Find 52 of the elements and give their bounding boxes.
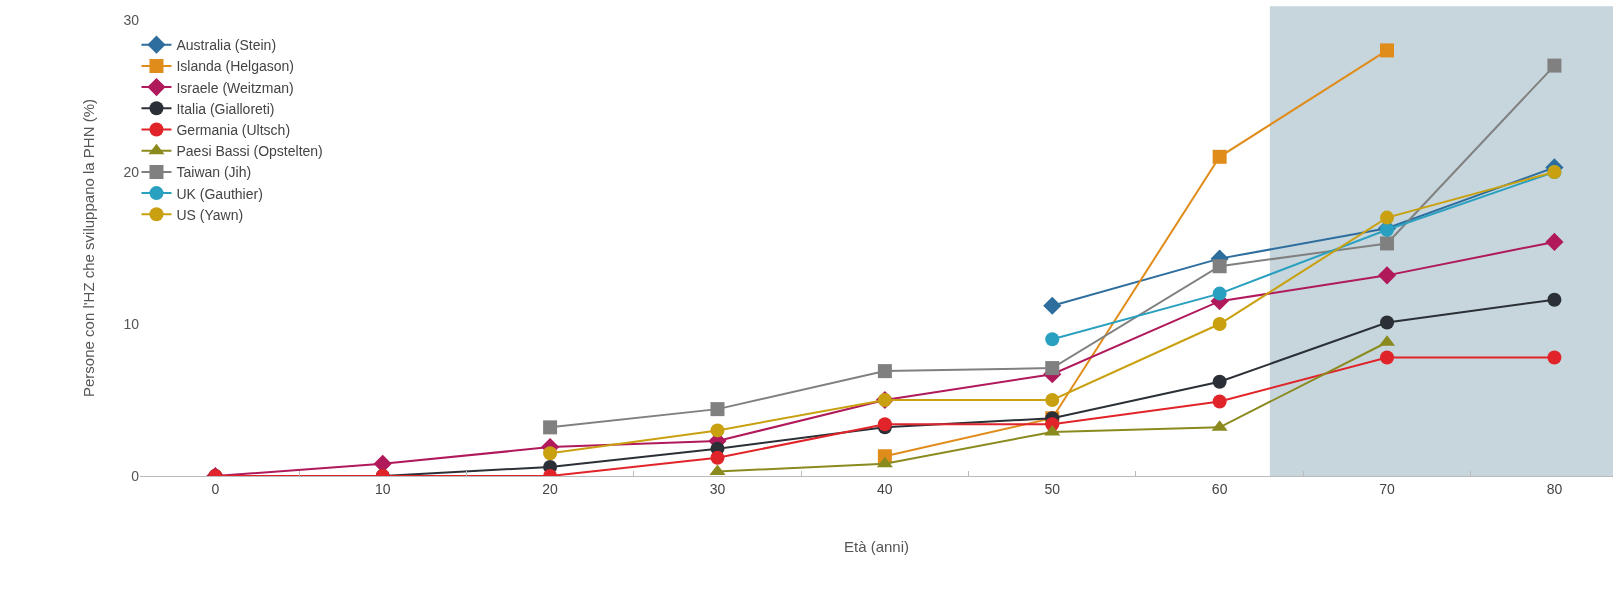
legend-label: Australia (Stein) — [176, 37, 277, 54]
point — [1380, 43, 1395, 58]
point — [1045, 393, 1060, 407]
point — [1380, 210, 1395, 225]
y-tick-label: 20 — [123, 163, 140, 180]
x-tick-label: 30 — [709, 480, 726, 497]
x-tick-label: 70 — [1379, 480, 1396, 497]
point — [710, 402, 725, 417]
x-tick-label: 0 — [211, 480, 220, 497]
point — [710, 450, 725, 465]
point — [1212, 286, 1227, 301]
x-tick-label: 60 — [1211, 480, 1228, 497]
point — [1045, 361, 1060, 376]
y-axis-title: Persone con l'HZ che sviluppano la PHN (%) — [79, 99, 97, 397]
legend-label: Germania (Ultsch) — [176, 121, 291, 138]
legend-label: Israele (Weitzman) — [176, 79, 294, 96]
point — [710, 423, 725, 438]
point — [876, 456, 893, 468]
point — [1043, 296, 1062, 315]
legend-label: Paesi Bassi (Opstelten) — [176, 143, 323, 160]
point — [1547, 58, 1562, 73]
point — [877, 364, 892, 379]
legend-label: UK (Gauthier) — [176, 185, 263, 202]
point — [1380, 315, 1395, 330]
point — [543, 420, 558, 435]
point — [1212, 374, 1227, 389]
point — [1212, 259, 1227, 274]
y-tick-label: 10 — [123, 315, 140, 332]
x-tick-label: 20 — [542, 480, 559, 497]
point — [1212, 149, 1227, 164]
legend-label: Islanda (Helgason) — [176, 58, 294, 75]
x-axis-title: Età (anni) — [843, 537, 910, 555]
point — [1380, 236, 1395, 251]
y-tick-label: 30 — [123, 11, 140, 28]
x-tick-label: 10 — [374, 480, 391, 497]
x-tick-label: 40 — [877, 480, 893, 497]
point — [1380, 350, 1395, 365]
legend-label: US (Yawn) — [176, 206, 244, 223]
x-tick-label: 50 — [1044, 480, 1061, 497]
point — [1212, 394, 1227, 409]
point — [1547, 292, 1562, 307]
legend-label: Italia (Gialloreti) — [176, 100, 275, 117]
y-tick-label: 0 — [131, 467, 140, 484]
legend-label: Taiwan (Jih) — [176, 164, 252, 181]
point — [1377, 266, 1397, 285]
point — [1045, 332, 1060, 347]
x-tick-label: 80 — [1546, 480, 1563, 497]
point — [543, 446, 558, 461]
point — [1545, 232, 1564, 252]
point — [1212, 317, 1227, 331]
point — [1547, 350, 1562, 365]
point — [1044, 424, 1061, 436]
